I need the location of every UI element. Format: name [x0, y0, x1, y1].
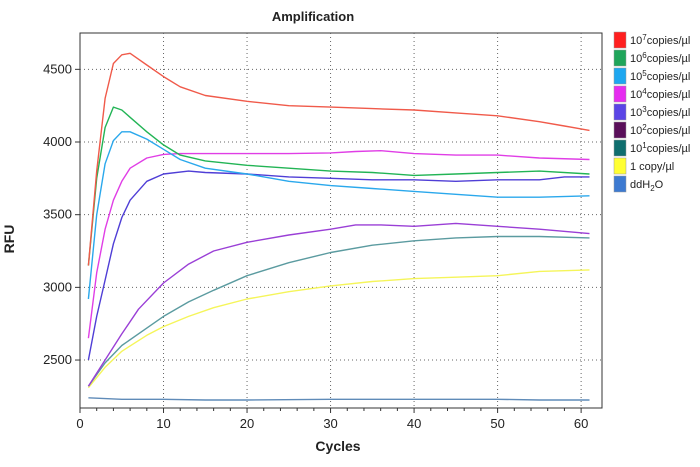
y-tick-label: 4500	[43, 61, 72, 76]
legend-label-superscript: 1	[642, 141, 647, 150]
y-tick-label: 2500	[43, 352, 72, 367]
legend-swatch	[613, 175, 627, 193]
legend-swatch	[613, 67, 627, 85]
legend-label: 106copies/µl	[630, 51, 690, 65]
y-tick-label: 3500	[43, 207, 72, 222]
x-tick-label: 10	[156, 416, 170, 431]
y-axis-label: RFU	[1, 225, 17, 254]
x-tick-label: 60	[574, 416, 588, 431]
series-line-5	[87, 222, 590, 387]
legend-label-base: 1 copy/µl	[630, 161, 674, 173]
legend-label: 102copies/µl	[630, 123, 690, 137]
legend-label-unit: copies/µl	[647, 89, 691, 101]
legend-label-superscript: 6	[642, 51, 647, 60]
legend-label-base: 10	[630, 125, 642, 137]
legend-label: ddH2O	[630, 179, 664, 193]
y-tick-label: 3000	[43, 279, 72, 294]
legend-label-base: 10	[630, 143, 642, 155]
legend-label: 101copies/µl	[630, 141, 690, 155]
legend-label-superscript: 5	[642, 69, 647, 78]
legend-label-base: ddH	[630, 179, 650, 191]
x-tick-label: 20	[240, 416, 254, 431]
series-line-7	[87, 269, 590, 389]
x-axis-label: Cycles	[315, 438, 360, 454]
legend-swatch	[613, 157, 627, 175]
legend-label-superscript: 3	[642, 105, 647, 114]
legend-label-subscript: 2	[650, 184, 655, 193]
legend-label-unit: copies/µl	[647, 35, 691, 47]
x-tick-label: 30	[323, 416, 337, 431]
series-line-2	[87, 131, 590, 300]
legend-label-superscript: 4	[642, 87, 647, 96]
legend-label-unit: copies/µl	[647, 107, 691, 119]
legend-label-unit: copies/µl	[647, 125, 691, 137]
x-tick-label: 0	[76, 416, 83, 431]
legend-label-superscript: 7	[642, 33, 647, 42]
legend-label: 1 copy/µl	[630, 161, 674, 173]
series-line-4	[87, 170, 590, 361]
legend: 107copies/µl106copies/µl105copies/µl104c…	[613, 31, 690, 193]
series-line-6	[87, 235, 590, 387]
series-line-1	[87, 106, 590, 266]
legend-label-base: 10	[630, 107, 642, 119]
series-line-3	[87, 150, 590, 339]
legend-label-base: 10	[630, 89, 642, 101]
legend-label-superscript: 2	[642, 123, 647, 132]
legend-label-base: 10	[630, 71, 642, 83]
legend-label: 103copies/µl	[630, 105, 690, 119]
y-tick-label: 4000	[43, 134, 72, 149]
legend-swatch	[613, 49, 627, 67]
x-tick-label: 40	[407, 416, 421, 431]
legend-swatch	[613, 31, 627, 49]
legend-label-unit: copies/µl	[647, 143, 691, 155]
legend-label-base: 10	[630, 35, 642, 47]
legend-label: 105copies/µl	[630, 69, 690, 83]
chart-title: Amplification	[272, 9, 354, 24]
legend-swatch	[613, 103, 627, 121]
legend-label-unit: copies/µl	[647, 53, 691, 65]
series-line-0	[87, 52, 590, 266]
x-tick-label: 50	[490, 416, 504, 431]
legend-label: 107copies/µl	[630, 33, 690, 47]
legend-label-unit: O	[655, 179, 664, 191]
legend-swatch	[613, 139, 627, 157]
legend-label: 104copies/µl	[630, 87, 690, 101]
plot-frame	[79, 32, 603, 409]
legend-swatch	[613, 85, 627, 103]
legend-swatch	[613, 121, 627, 139]
legend-label-unit: copies/µl	[647, 71, 691, 83]
plot-area: 0 10 20 30 40 50 60 2500 3000 3500 4000 4500	[43, 32, 603, 431]
legend-label-base: 10	[630, 53, 642, 65]
series-line-8	[88, 397, 590, 401]
